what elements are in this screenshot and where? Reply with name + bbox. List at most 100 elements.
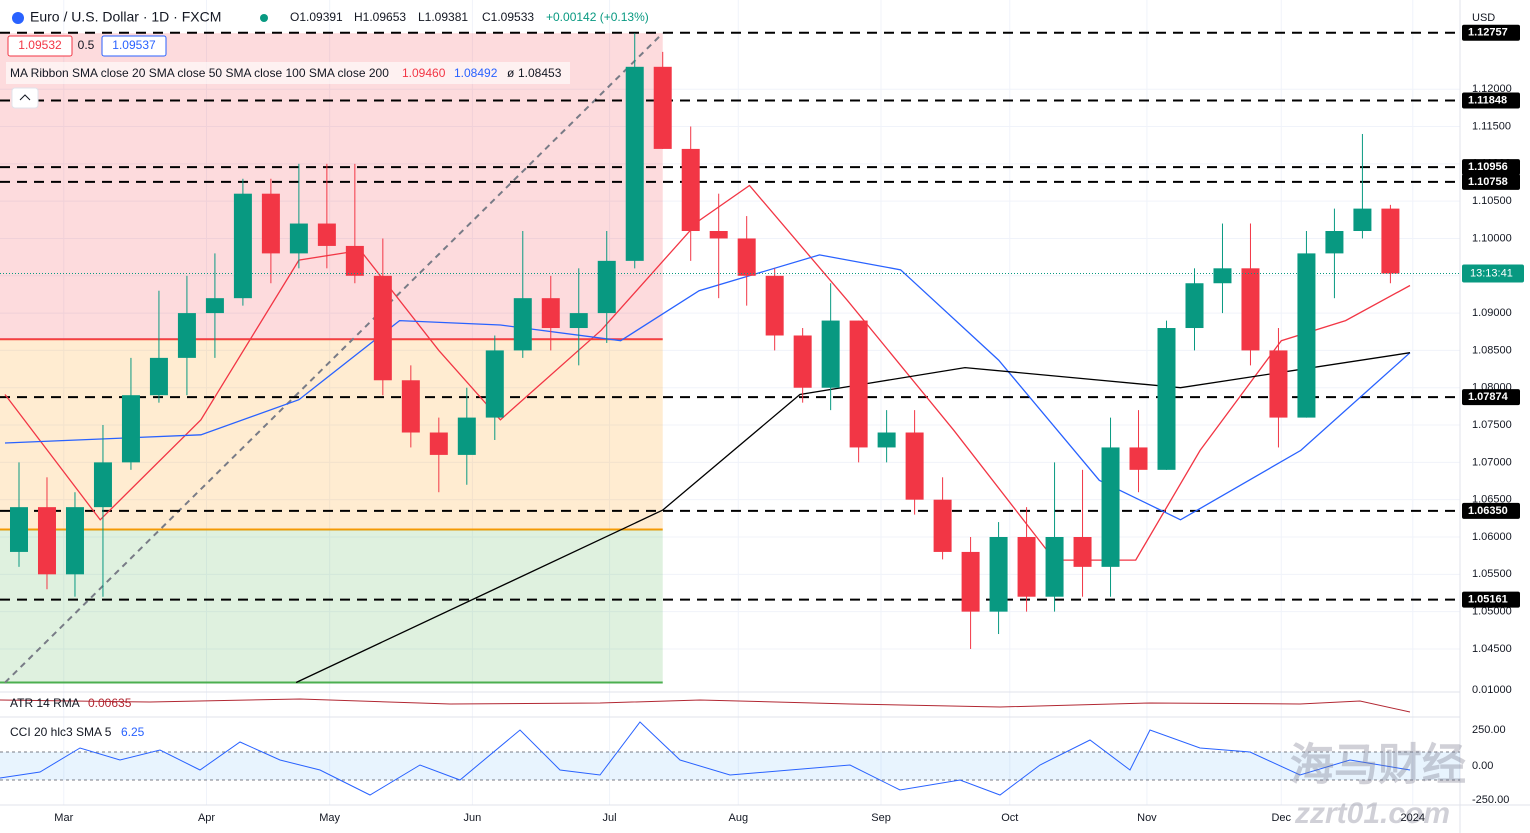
y-tick-label: 1.07000	[1472, 456, 1512, 468]
candle-body	[1073, 537, 1092, 567]
candle-body	[877, 432, 896, 448]
collapse-icon	[19, 94, 31, 101]
level-label: 1.05161	[1468, 594, 1508, 606]
cci-axis-label: -250.00	[1472, 794, 1509, 806]
x-tick-label: Nov	[1137, 812, 1157, 824]
ask: 1.09537	[112, 38, 156, 52]
ma-legend-value: ø	[507, 66, 515, 80]
candle-body	[289, 223, 308, 254]
level-label: 1.06350	[1468, 505, 1508, 517]
y-tick-label: 1.12000	[1472, 83, 1512, 95]
candle-body	[317, 223, 336, 246]
ask-box[interactable]	[101, 35, 167, 57]
y-tick-label: 1.08500	[1472, 344, 1512, 356]
collapse-button[interactable]	[11, 87, 39, 109]
ohlc-value: O1.09391	[290, 10, 343, 24]
x-tick-label: Oct	[1001, 812, 1018, 824]
y-tick-label: 1.04500	[1472, 643, 1512, 655]
candle-body	[177, 313, 196, 358]
ma-legend-value: 1.08492	[454, 66, 498, 80]
candle-body	[1325, 231, 1344, 254]
ma-line	[295, 352, 1411, 684]
cci-name: CCI 20 hlc3 SMA 5	[10, 725, 112, 739]
level-label-bg	[1462, 24, 1520, 41]
candle-body	[709, 231, 728, 239]
y-tick-label: 1.07500	[1472, 419, 1512, 431]
atr-value: 0.00635	[88, 696, 132, 710]
candle-body	[1297, 253, 1316, 418]
trendline	[4, 32, 664, 684]
ohlc-value: H1.09653	[354, 10, 406, 24]
chart-title[interactable]: Euro / U.S. Dollar · 1D · FXCM	[30, 9, 221, 25]
candle-body	[653, 66, 672, 149]
candle-body	[1269, 350, 1288, 418]
cci-axis-label: 0.00	[1472, 760, 1493, 772]
level-label-bg	[1462, 389, 1520, 406]
level-label: 1.10956	[1468, 161, 1508, 173]
candle-body	[1157, 328, 1176, 470]
candle-body	[905, 432, 924, 500]
candle-body	[457, 417, 476, 455]
countdown-bg	[1462, 264, 1524, 283]
candle-body	[1045, 537, 1064, 597]
x-tick-label: Apr	[198, 812, 215, 824]
market-status	[260, 14, 268, 22]
currency[interactable]: USD	[1472, 12, 1495, 24]
y-tick-label: 1.10000	[1472, 232, 1512, 244]
ohlc-value: L1.09381	[418, 10, 468, 24]
candle-body	[849, 320, 868, 448]
level-label-bg	[1462, 173, 1520, 190]
candle-body	[821, 320, 840, 388]
candle-body	[1213, 268, 1232, 284]
ma-legend-name: MA Ribbon SMA close 20 SMA close 50 SMA …	[10, 66, 389, 80]
candle-body	[681, 148, 700, 232]
fib-zone	[0, 529, 663, 683]
cci-line	[0, 721, 1411, 796]
candle-body	[429, 432, 448, 455]
candle-body	[1241, 268, 1260, 351]
candle-body	[961, 551, 980, 612]
level-label-bg	[1462, 159, 1520, 176]
candle-body	[513, 298, 532, 351]
level-label: 1.10758	[1468, 176, 1508, 188]
bid: 1.09532	[18, 38, 62, 52]
candle-body	[345, 245, 364, 276]
level-label-bg	[1462, 591, 1520, 608]
candle-body	[401, 380, 420, 433]
ma-legend-value: 1.09460	[402, 66, 446, 80]
atr-line	[0, 698, 1411, 713]
candle-body	[485, 350, 504, 418]
candle-body	[1353, 208, 1372, 232]
candle-body	[765, 275, 784, 336]
candle-body	[793, 335, 812, 388]
x-tick-label: Jul	[603, 812, 617, 824]
bid-box[interactable]	[7, 35, 73, 57]
y-tick-label: 1.06500	[1472, 494, 1512, 506]
candle-body	[233, 193, 252, 299]
candle-body	[373, 275, 392, 381]
ma-legend-value: 1.08453	[518, 66, 562, 80]
candle-body	[205, 298, 224, 314]
countdown: 13:13:41	[1470, 267, 1513, 279]
candle-body	[541, 298, 560, 329]
level-label: 1.11848	[1468, 94, 1507, 106]
symbol-icon	[12, 12, 24, 24]
candle-body	[93, 462, 112, 508]
ohlc-value: +0.00142 (+0.13%)	[546, 10, 649, 24]
level-label: 1.12757	[1468, 27, 1508, 39]
level-label-bg	[1462, 92, 1520, 109]
candle-body	[597, 260, 616, 314]
x-tick-label: Dec	[1271, 812, 1291, 824]
spread: 0.5	[78, 38, 95, 52]
candle-body	[933, 499, 952, 552]
y-tick-label: 1.10500	[1472, 195, 1512, 207]
atr-axis-label: 0.01000	[1472, 684, 1512, 696]
candle-body	[37, 507, 56, 575]
candle-body	[625, 66, 644, 261]
level-label-bg	[1462, 502, 1520, 519]
candle-body	[989, 537, 1008, 612]
y-tick-label: 1.05000	[1472, 606, 1512, 618]
y-tick-label: 1.09000	[1472, 307, 1512, 319]
cci-axis-label: 250.00	[1472, 724, 1506, 736]
